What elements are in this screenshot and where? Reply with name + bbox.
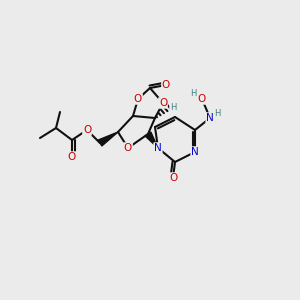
Text: O: O xyxy=(83,125,91,135)
Text: O: O xyxy=(68,152,76,162)
Text: O: O xyxy=(159,98,167,108)
Polygon shape xyxy=(145,132,158,148)
Text: O: O xyxy=(134,94,142,104)
Text: H: H xyxy=(214,109,220,118)
Text: O: O xyxy=(124,143,132,153)
Text: H: H xyxy=(190,89,196,98)
Polygon shape xyxy=(98,132,118,146)
Text: O: O xyxy=(169,173,177,183)
Text: N: N xyxy=(154,143,162,153)
Text: N: N xyxy=(206,113,214,123)
Text: O: O xyxy=(162,80,170,90)
Text: N: N xyxy=(191,147,199,157)
Text: H: H xyxy=(170,103,176,112)
Text: O: O xyxy=(198,94,206,104)
